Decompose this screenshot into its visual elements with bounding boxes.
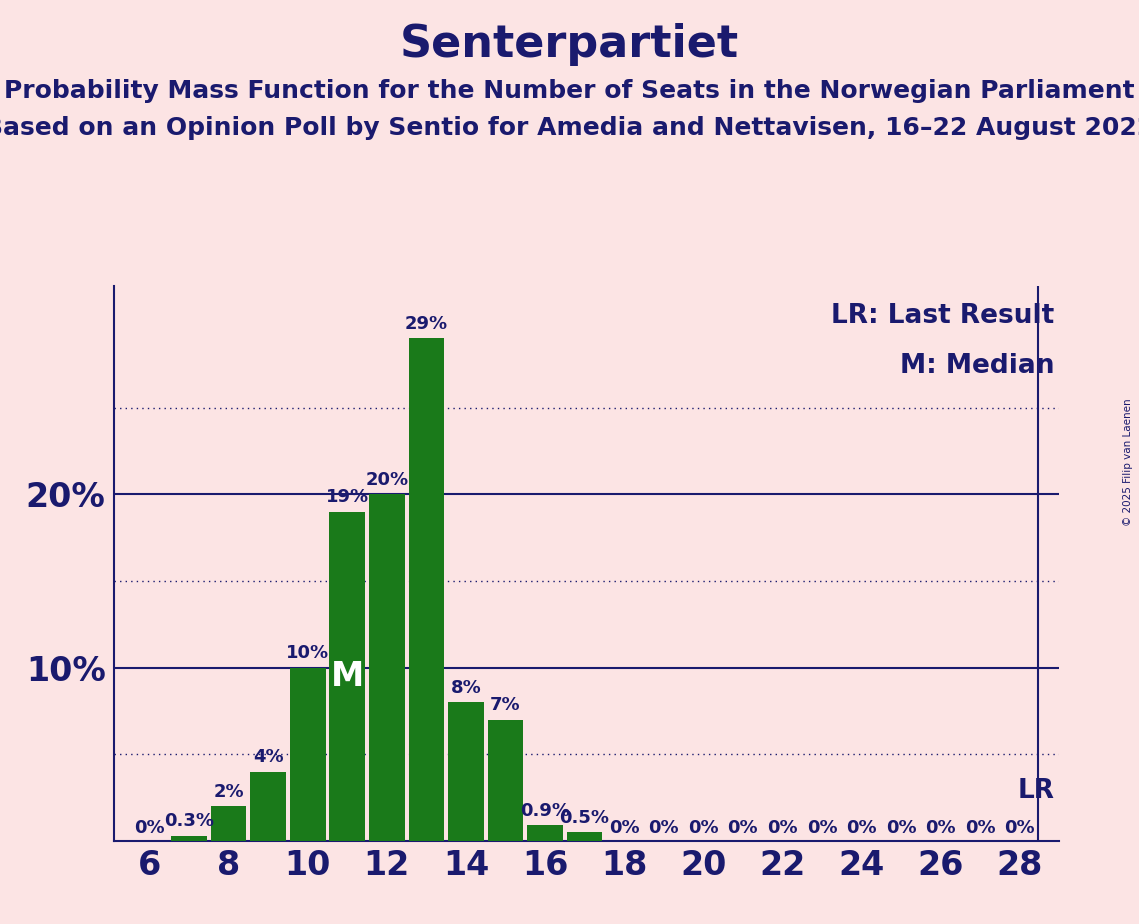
Bar	[409, 338, 444, 841]
Text: 19%: 19%	[326, 489, 369, 506]
Text: 0%: 0%	[648, 820, 679, 837]
Text: 10%: 10%	[286, 644, 329, 663]
Text: 0%: 0%	[965, 820, 995, 837]
Text: 0.9%: 0.9%	[521, 802, 570, 821]
Text: 0%: 0%	[1005, 820, 1035, 837]
Bar	[171, 835, 207, 841]
Bar	[251, 772, 286, 841]
Bar	[487, 720, 523, 841]
Text: 0%: 0%	[925, 820, 956, 837]
Text: M: M	[330, 660, 363, 693]
Text: 29%: 29%	[404, 315, 448, 334]
Text: LR: LR	[1017, 778, 1055, 804]
Bar	[211, 806, 246, 841]
Text: 0%: 0%	[806, 820, 837, 837]
Text: 20%: 20%	[366, 471, 409, 489]
Text: 0%: 0%	[688, 820, 719, 837]
Text: 2%: 2%	[213, 783, 244, 801]
Bar	[567, 833, 603, 841]
Text: 0%: 0%	[728, 820, 759, 837]
Bar	[329, 512, 366, 841]
Text: Probability Mass Function for the Number of Seats in the Norwegian Parliament: Probability Mass Function for the Number…	[5, 79, 1134, 103]
Text: Senterpartiet: Senterpartiet	[400, 23, 739, 67]
Text: 0%: 0%	[609, 820, 639, 837]
Text: 8%: 8%	[451, 679, 482, 697]
Text: 0%: 0%	[767, 820, 797, 837]
Text: M: Median: M: Median	[900, 353, 1055, 379]
Bar	[369, 494, 404, 841]
Text: © 2025 Filip van Laenen: © 2025 Filip van Laenen	[1123, 398, 1133, 526]
Bar	[527, 825, 563, 841]
Text: 7%: 7%	[490, 697, 521, 714]
Text: 4%: 4%	[253, 748, 284, 766]
Text: 0.3%: 0.3%	[164, 812, 214, 831]
Text: 0%: 0%	[886, 820, 917, 837]
Text: 0%: 0%	[846, 820, 877, 837]
Text: 0.5%: 0.5%	[559, 809, 609, 827]
Bar	[290, 667, 326, 841]
Text: Based on an Opinion Poll by Sentio for Amedia and Nettavisen, 16–22 August 2022: Based on an Opinion Poll by Sentio for A…	[0, 116, 1139, 140]
Bar	[448, 702, 484, 841]
Text: LR: Last Result: LR: Last Result	[831, 303, 1055, 329]
Text: 0%: 0%	[134, 820, 165, 837]
